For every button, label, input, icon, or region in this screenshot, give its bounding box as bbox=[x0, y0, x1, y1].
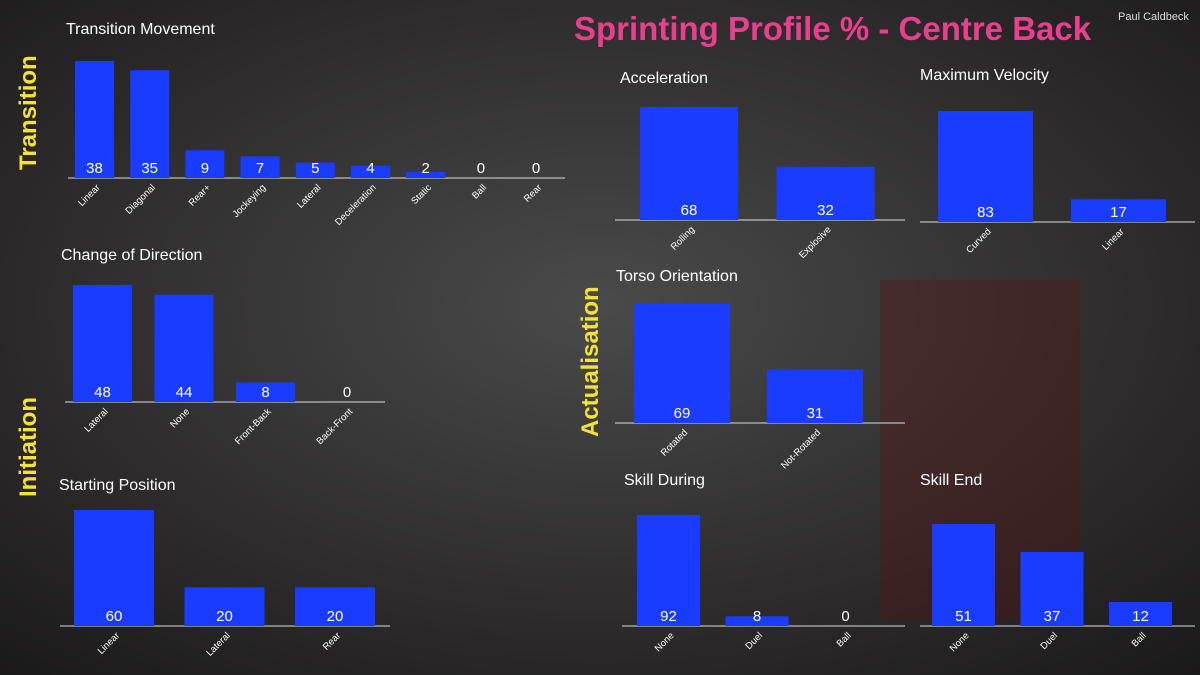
bar bbox=[236, 382, 295, 402]
bar bbox=[73, 285, 132, 402]
value-label: 69 bbox=[674, 405, 691, 422]
chart-title: Transition Movement bbox=[66, 21, 215, 38]
bar bbox=[640, 107, 738, 220]
chart-title: Skill During bbox=[624, 472, 705, 489]
section-label: Actualisation bbox=[577, 286, 604, 437]
value-label: 0 bbox=[532, 160, 540, 177]
value-label: 68 bbox=[681, 202, 698, 219]
bar bbox=[74, 510, 154, 626]
bar bbox=[351, 165, 390, 178]
chart-title: Maximum Velocity bbox=[920, 67, 1049, 84]
value-label: 4 bbox=[366, 160, 374, 177]
main-title: Sprinting Profile % - Centre Back bbox=[574, 10, 1092, 47]
value-label: 51 bbox=[955, 608, 972, 625]
bar bbox=[75, 61, 114, 178]
bar bbox=[406, 171, 446, 178]
chart-title: Change of Direction bbox=[61, 247, 202, 264]
bar bbox=[767, 369, 863, 423]
value-label: 20 bbox=[216, 608, 233, 625]
bar bbox=[295, 587, 375, 626]
author: Paul Caldbeck bbox=[1118, 11, 1189, 23]
bar bbox=[240, 156, 280, 178]
bar bbox=[185, 150, 225, 178]
bar bbox=[932, 524, 995, 626]
value-label: 0 bbox=[477, 160, 485, 177]
value-label: 37 bbox=[1044, 608, 1061, 625]
value-label: 31 bbox=[807, 405, 824, 422]
value-label: 8 bbox=[753, 608, 761, 625]
bar bbox=[637, 515, 700, 626]
value-label: 7 bbox=[256, 160, 264, 177]
value-label: 35 bbox=[141, 160, 158, 177]
value-label: 92 bbox=[660, 608, 677, 625]
value-label: 32 bbox=[817, 202, 834, 219]
bar bbox=[154, 294, 214, 402]
section-label: Transition bbox=[15, 55, 42, 170]
value-label: 0 bbox=[841, 608, 849, 625]
chart-title: Starting Position bbox=[59, 477, 176, 494]
bar bbox=[634, 304, 730, 423]
bar bbox=[1109, 602, 1172, 626]
value-label: 60 bbox=[106, 608, 123, 625]
value-label: 5 bbox=[311, 160, 319, 177]
bar bbox=[776, 166, 875, 220]
value-label: 0 bbox=[343, 384, 351, 401]
value-label: 2 bbox=[422, 160, 430, 177]
value-label: 9 bbox=[201, 160, 209, 177]
value-label: 38 bbox=[86, 160, 103, 177]
chart-title: Acceleration bbox=[620, 70, 708, 87]
chart-title: Skill End bbox=[920, 472, 982, 489]
chart-title: Torso Orientation bbox=[616, 268, 738, 285]
bar bbox=[938, 111, 1033, 222]
bar bbox=[184, 587, 265, 626]
bar bbox=[295, 162, 335, 178]
value-label: 48 bbox=[94, 384, 111, 401]
value-label: 20 bbox=[327, 608, 344, 625]
bar bbox=[1071, 199, 1166, 222]
value-label: 44 bbox=[176, 384, 193, 401]
value-label: 17 bbox=[1110, 204, 1127, 221]
bar bbox=[1020, 552, 1084, 626]
bar bbox=[130, 70, 170, 178]
bar bbox=[725, 616, 789, 626]
section-label: Initiation bbox=[15, 397, 42, 497]
value-label: 8 bbox=[261, 384, 269, 401]
value-label: 12 bbox=[1132, 608, 1149, 625]
value-label: 83 bbox=[977, 204, 994, 221]
